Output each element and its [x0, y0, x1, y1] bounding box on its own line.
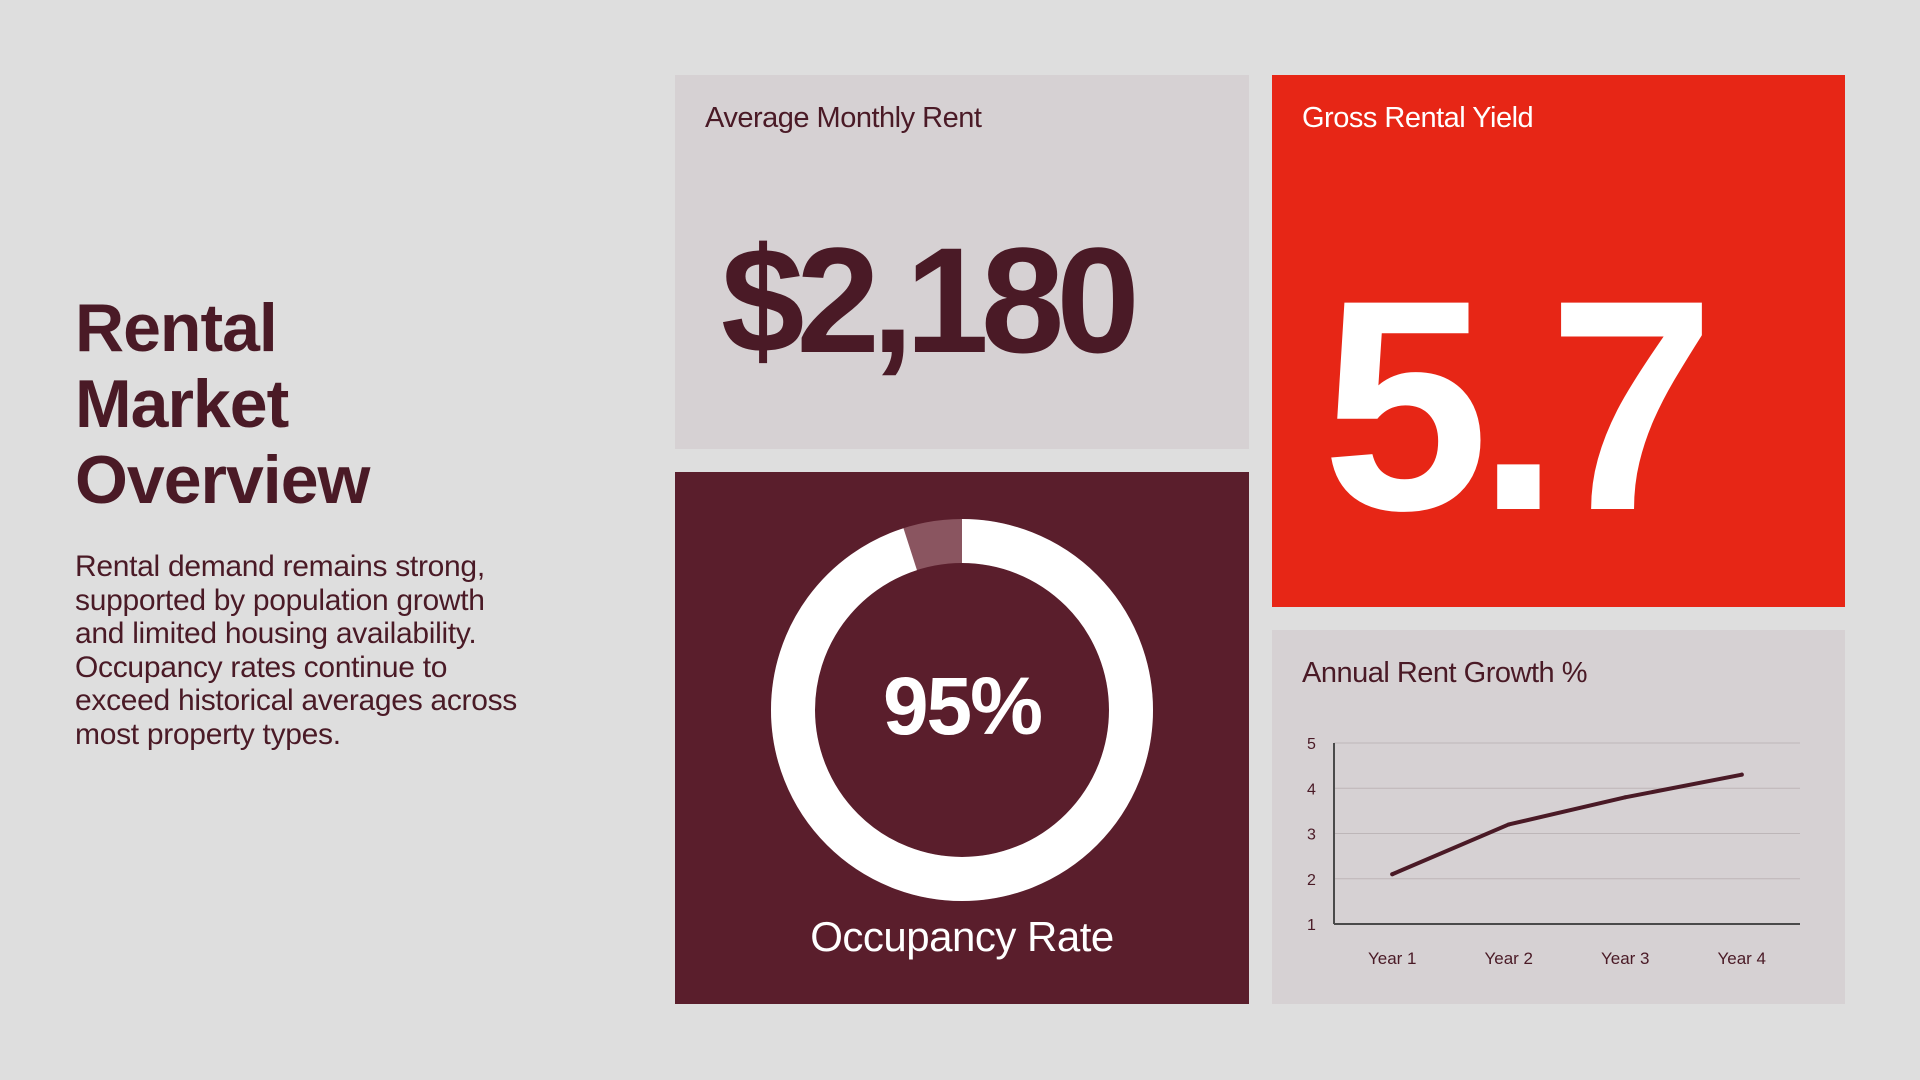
intro-description: Rental demand remains strong, supported … [75, 550, 517, 751]
rental-yield-label: Gross Rental Yield [1302, 102, 1534, 134]
chart-series [1390, 772, 1744, 877]
rent-growth-card: Annual Rent Growth % 1 2 3 4 5 Year 1 Year 2 Ye… [1272, 630, 1845, 1004]
data-point [1390, 872, 1395, 877]
data-point [1506, 822, 1511, 827]
data-point [1739, 772, 1744, 777]
data-point [1623, 795, 1628, 800]
page-title: Rental Market Overview [75, 290, 370, 518]
chart-grid [1334, 742, 1800, 880]
rent-growth-line-chart: 1 2 3 4 5 Year 1 Year 2 Year 3 Year 4 [1307, 736, 1800, 968]
y-tick-label: 1 [1307, 917, 1316, 934]
average-rent-card: Average Monthly Rent $2,180 [675, 75, 1249, 449]
y-tick-label: 4 [1307, 781, 1316, 798]
x-tick-label: Year 2 [1484, 949, 1533, 968]
occupancy-value: 95% [882, 661, 1043, 752]
y-tick-label: 3 [1307, 827, 1316, 844]
average-rent-value: $2,180 [721, 216, 1140, 384]
series-line [1390, 772, 1744, 877]
rental-yield-card: Gross Rental Yield 5.7 [1272, 75, 1845, 607]
occupancy-donut-chart [771, 519, 1153, 901]
x-tick-label: Year 4 [1717, 949, 1766, 968]
y-tick-label: 5 [1307, 736, 1316, 753]
donut-occupied-arc [771, 519, 1153, 901]
rental-yield-value: 5.7 [1322, 237, 1715, 573]
x-tick-label: Year 3 [1601, 949, 1650, 968]
average-rent-label: Average Monthly Rent [705, 102, 982, 134]
y-tick-label: 2 [1307, 872, 1316, 889]
chart-tick-labels: 1 2 3 4 5 Year 1 Year 2 Year 3 Year 4 [1307, 736, 1766, 968]
chart-axes [1333, 743, 1800, 925]
rent-growth-label: Annual Rent Growth % [1302, 657, 1587, 689]
intro-section: Rental Market Overview Rental demand rem… [75, 290, 535, 751]
occupancy-label: Occupancy Rate [810, 913, 1114, 960]
x-tick-label: Year 1 [1368, 949, 1417, 968]
occupancy-card: 95% Occupancy Rate [675, 472, 1249, 1004]
